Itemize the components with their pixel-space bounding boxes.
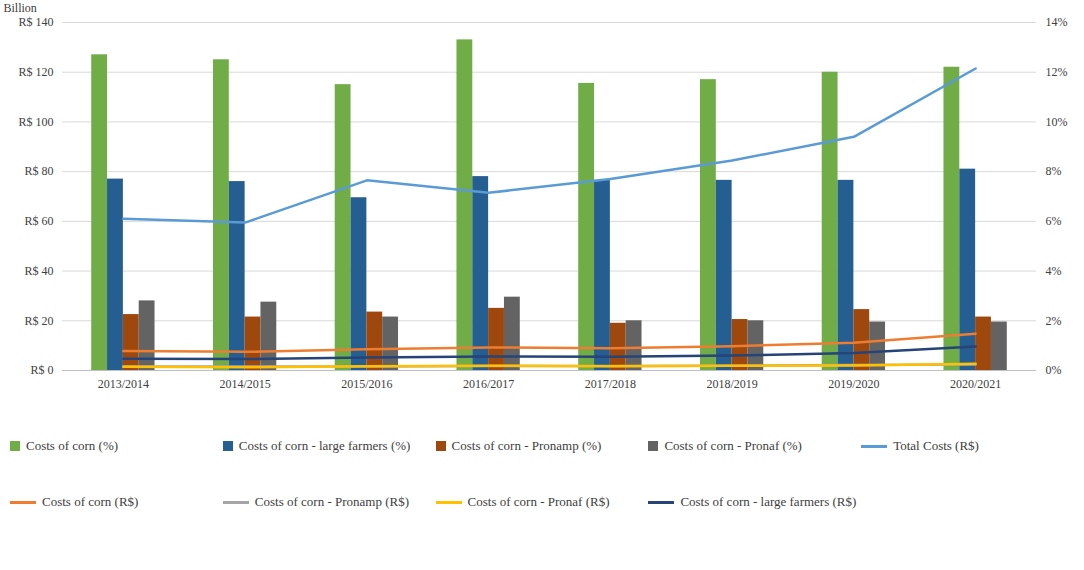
svg-text:R$ 140: R$ 140: [18, 15, 53, 29]
html-text:Costs of corn - large farmers: Costs of corn - large farmers (%): [238, 438, 411, 453]
svg-text:2014/2015: 2014/2015: [219, 377, 270, 391]
svg-text:14%: 14%: [1046, 15, 1068, 29]
svg-text:R$ 80: R$ 80: [24, 164, 53, 178]
svg-text:Billion: Billion: [4, 1, 37, 15]
svg-text:4%: 4%: [1046, 264, 1062, 278]
html-text:Costs of corn - large farmers: Costs of corn - large farmers (R$): [680, 494, 857, 509]
svg-text:R$ 0: R$ 0: [30, 363, 53, 377]
html-text:Costs of corn - Pronamp (%): Costs of corn - Pronamp (%): [451, 438, 602, 453]
svg-text:2017/2018: 2017/2018: [585, 377, 636, 391]
svg-text:R$ 100: R$ 100: [18, 115, 53, 129]
html-text:Costs of corn (R$): Costs of corn (R$): [42, 494, 139, 509]
svg-text:2016/2017: 2016/2017: [463, 377, 514, 391]
svg-text:10%: 10%: [1046, 115, 1068, 129]
html-text:Costs of corn - Pronaf (R$): Costs of corn - Pronaf (R$): [467, 494, 610, 509]
html-text:Costs of corn (%): Costs of corn (%): [26, 438, 119, 453]
svg-text:2018/2019: 2018/2019: [706, 377, 757, 391]
svg-text:2019/2020: 2019/2020: [828, 377, 879, 391]
svg-text:8%: 8%: [1046, 164, 1062, 178]
svg-text:2015/2016: 2015/2016: [341, 377, 392, 391]
svg-text:R$ 20: R$ 20: [24, 314, 53, 328]
svg-text:R$ 40: R$ 40: [24, 264, 53, 278]
html-text:Costs of corn - Pronamp (R$): Costs of corn - Pronamp (R$): [254, 494, 409, 509]
html-text:Costs of corn - Pronaf (%): Costs of corn - Pronaf (%): [664, 438, 802, 453]
svg-text:R$ 60: R$ 60: [24, 214, 53, 228]
html-text:Total Costs (R$): Total Costs (R$): [893, 438, 979, 453]
svg-text:2020/2021: 2020/2021: [950, 377, 1001, 391]
svg-text:R$ 120: R$ 120: [18, 65, 53, 79]
svg-text:6%: 6%: [1046, 214, 1062, 228]
svg-text:2%: 2%: [1046, 314, 1062, 328]
svg-text:2013/2014: 2013/2014: [98, 377, 149, 391]
svg-text:12%: 12%: [1046, 65, 1068, 79]
svg-text:0%: 0%: [1046, 363, 1062, 377]
